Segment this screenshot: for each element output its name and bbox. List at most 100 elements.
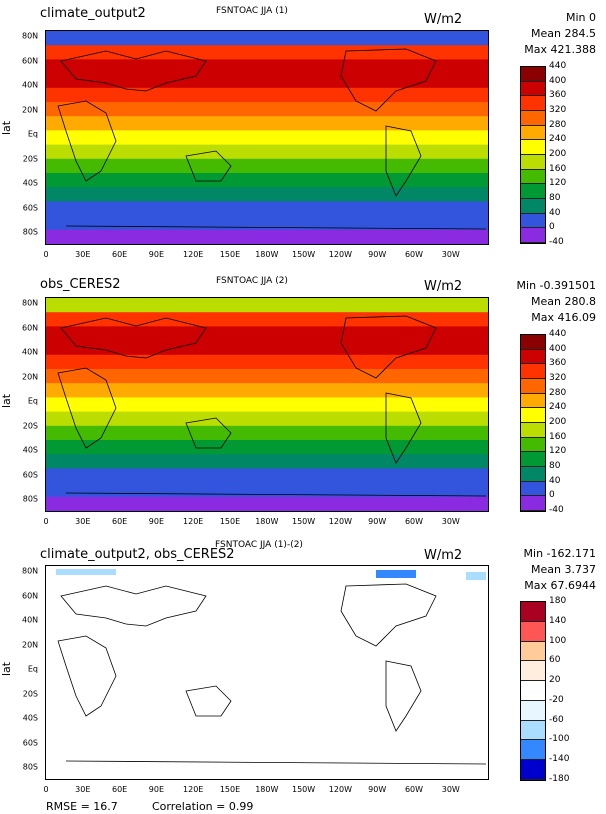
panel2-stat-max: Max 416.09: [531, 311, 596, 324]
colorbar-swatch: [521, 393, 545, 409]
map-band: [46, 73, 488, 89]
panel2-stat-min: Min -0.391501: [516, 279, 596, 292]
lon-tick-label: 30E: [75, 517, 91, 526]
lon-tick-label: 120W: [328, 785, 352, 794]
lat-tick-label: 80S: [22, 762, 38, 772]
colorbar-label: 280: [549, 387, 567, 398]
colorbar-label: -180: [549, 774, 570, 784]
colorbar-swatch: [521, 700, 545, 721]
lon-tick-label: 60E: [111, 250, 128, 259]
colorbar-swatch: [521, 760, 545, 780]
colorbar-swatch: [521, 335, 545, 350]
map-band: [46, 158, 488, 174]
lon-tick-label: 60E: [111, 517, 128, 526]
lon-tick-label: 60E: [111, 785, 128, 794]
lat-tick-label: 40S: [22, 178, 38, 188]
panel2-map: [45, 297, 489, 512]
colorbar-swatch: [521, 96, 545, 111]
coastline: [57, 100, 117, 182]
colorbar-swatch: [521, 349, 545, 365]
colorbar-label: 140: [549, 615, 567, 626]
colorbar-swatch: [521, 466, 545, 482]
panel1-units: W/m2: [424, 12, 463, 27]
colorbar-label: 200: [549, 149, 567, 159]
lat-tick-label: Eq: [27, 664, 38, 674]
map-band: [46, 397, 488, 413]
map-band: [46, 383, 488, 399]
lat-tick-label: 80S: [22, 227, 38, 237]
colorbar-label: 240: [549, 134, 567, 145]
map-band: [46, 496, 488, 511]
panel3-ylabel: lat: [0, 661, 13, 676]
lon-tick-label: 60W: [404, 250, 424, 259]
coastline: [65, 492, 487, 497]
panel1-stat-max: Max 421.388: [524, 43, 596, 56]
lat-tick-label: 60N: [22, 323, 39, 332]
map-band: [46, 326, 488, 342]
colorbar-swatch: [521, 641, 545, 662]
panel1-ylabel: lat: [0, 120, 13, 135]
coastline: [185, 685, 232, 717]
colorbar-label: 60: [549, 655, 561, 666]
lon-tick-label: 90W: [368, 517, 387, 526]
map-band: [46, 369, 488, 385]
panel2-stat-mean: Mean 280.8: [531, 295, 596, 308]
lat-tick-label: 80S: [22, 494, 38, 504]
lon-tick-label: 90E: [148, 785, 165, 794]
colorbar-label: 120: [549, 446, 567, 457]
lat-tick-label: 40N: [22, 347, 39, 357]
colorbar-label: 360: [549, 90, 567, 101]
lon-tick-label: 150W: [292, 517, 316, 526]
map-band: [46, 298, 488, 314]
panel3-stat-max: Max 67.6944: [524, 579, 596, 592]
colorbar-label: -140: [549, 754, 570, 765]
coastline: [65, 225, 487, 230]
coastline: [57, 635, 117, 717]
coastline: [60, 50, 207, 92]
map-band: [46, 144, 488, 160]
panel1-stats: Min 0 Mean 284.5 Max 421.388: [524, 10, 596, 58]
map-band: [46, 45, 488, 61]
lon-tick-label: 90W: [368, 785, 387, 794]
colorbar-swatch: [521, 228, 545, 243]
lat-tick-label: 60S: [22, 470, 38, 479]
lon-tick-label: 120E: [183, 517, 204, 526]
colorbar-swatch: [521, 364, 545, 379]
map-band: [46, 354, 488, 370]
panel1-stat-min: Min 0: [565, 11, 596, 24]
panel3-colorbar: [520, 601, 546, 781]
colorbar-swatch: [521, 378, 545, 394]
colorbar-swatch: [521, 169, 545, 185]
colorbar-label: 40: [549, 475, 561, 486]
colorbar-label: 240: [549, 402, 567, 413]
lat-tick-label: 20N: [22, 105, 39, 114]
panel3-stat-min: Min -162.171: [523, 547, 596, 560]
lon-tick-label: 120E: [183, 785, 204, 794]
lon-tick-label: 30W: [441, 250, 460, 259]
colorbar-swatch: [521, 110, 545, 126]
panel3-units: W/m2: [424, 548, 463, 563]
colorbar-label: 180: [549, 596, 567, 606]
lon-tick-label: 180W: [255, 785, 279, 794]
lat-tick-label: 20S: [22, 689, 38, 698]
map-band: [46, 116, 488, 132]
panel3-case-label: climate_output2, obs_CERES2: [40, 547, 235, 562]
colorbar-label: 160: [549, 431, 567, 442]
colorbar-label: 40: [549, 207, 561, 218]
colorbar-label: 0: [549, 490, 555, 501]
lat-tick-label: 20S: [22, 154, 38, 163]
panel3-map: [45, 565, 489, 780]
colorbar-label: 120: [549, 178, 567, 189]
colorbar-label: 100: [549, 635, 567, 646]
colorbar-label: -40: [549, 505, 564, 515]
difference-patch: [56, 569, 116, 575]
lon-tick-label: 30E: [75, 250, 91, 259]
colorbar-swatch: [521, 198, 545, 214]
map-band: [46, 173, 488, 189]
coastline: [340, 583, 437, 647]
panel2-case-label: obs_CERES2: [40, 277, 121, 292]
lat-tick-label: 40S: [22, 445, 38, 455]
map-band: [46, 130, 488, 146]
difference-patch: [466, 572, 486, 580]
colorbar-label: 400: [549, 343, 567, 354]
